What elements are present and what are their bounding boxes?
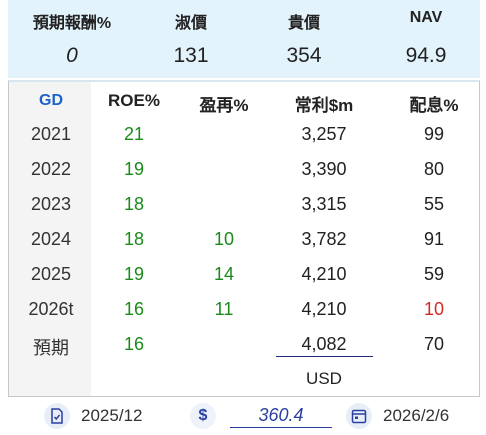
row-year: 2025 (30, 264, 72, 284)
ticker-label: GD (39, 92, 63, 109)
row-reinvest: 14 (213, 264, 235, 284)
calendar-icon[interactable] (346, 403, 372, 429)
column-header-roe: ROE% (108, 91, 160, 110)
expected-return-value: 0 (66, 44, 78, 67)
row-profit: 3,390 (301, 159, 347, 179)
row-year: 2026t (28, 299, 74, 319)
row-roe: 19 (123, 159, 145, 179)
cheap-price-label: 淑價 (174, 15, 207, 32)
row-roe: 18 (123, 229, 145, 249)
currency-symbol: $ (198, 407, 208, 424)
expensive-price-value: 354 (286, 44, 322, 67)
nav-value: 94.9 (405, 44, 447, 67)
row-year: 2021 (30, 124, 72, 144)
row-reinvest: 10 (213, 229, 235, 249)
row-dividend: 55 (423, 194, 445, 214)
row-roe: 19 (123, 264, 145, 284)
row-dividend: 99 (423, 124, 445, 144)
row-profit: 3,315 (301, 194, 347, 214)
row-profit: 4,082 (301, 334, 347, 354)
row-year: 預期 (33, 338, 69, 358)
row-dividend: 80 (423, 159, 445, 179)
row-year: 2024 (30, 229, 72, 249)
row-profit: 3,257 (301, 124, 347, 144)
price-input[interactable]: 360.4 (230, 403, 332, 428)
price-date: 2026/2/6 (383, 406, 450, 425)
dollar-icon: $ (190, 403, 216, 429)
expensive-price-label: 貴價 (287, 15, 320, 32)
row-dividend: 70 (423, 334, 445, 354)
nav-label: NAV (409, 9, 443, 26)
valuation-header: 預期報酬% 淑價 貴價 NAV 0 131 354 94.9 (8, 0, 480, 78)
row-year: 2023 (30, 194, 72, 214)
row-profit: 4,210 (301, 299, 347, 319)
row-roe: 18 (123, 194, 145, 214)
column-header-reinvest: 盈再% (199, 96, 249, 115)
row-dividend: 59 (423, 264, 445, 284)
row-dividend: 91 (423, 229, 445, 249)
currency-label: USD (306, 369, 342, 388)
column-header-profit: 常利$m (294, 96, 354, 115)
row-reinvest: 11 (214, 299, 234, 319)
row-year: 2022 (30, 159, 72, 179)
row-roe: 21 (123, 124, 145, 144)
cheap-price-value: 131 (173, 44, 209, 67)
document-check-icon[interactable] (44, 403, 70, 429)
year-column-background (9, 82, 91, 396)
row-dividend: 10 (423, 299, 445, 319)
footer-bar: 2025/12 $ 360.4 2026/2/6 (0, 397, 486, 435)
row-roe: 16 (123, 334, 145, 354)
row-roe: 16 (123, 299, 145, 319)
report-date: 2025/12 (81, 406, 143, 425)
profit-underline (276, 356, 373, 357)
row-profit: 3,782 (301, 229, 347, 249)
row-profit: 4,210 (301, 264, 347, 284)
expected-return-label: 預期報酬% (32, 15, 112, 32)
financials-table: GD ROE% 盈再% 常利$m 配息% 2021 21 3,257 99 20… (8, 80, 480, 397)
column-header-dividend: 配息% (409, 96, 459, 115)
